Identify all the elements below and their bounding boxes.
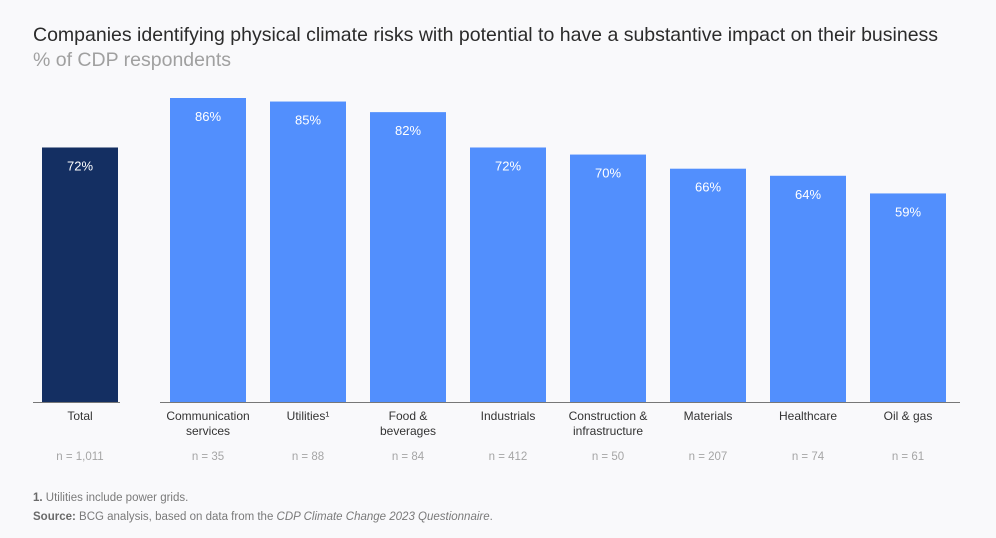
source-italic: CDP Climate Change 2023 Questionnaire bbox=[276, 511, 490, 523]
x-tick-label: services bbox=[186, 424, 230, 438]
bar-value-label: 86% bbox=[195, 109, 221, 124]
footnote-text: Utilities include power grids. bbox=[42, 492, 189, 504]
chart-subtitle: % of CDP respondents bbox=[33, 49, 231, 71]
source-text: BCG analysis, based on data from the bbox=[75, 511, 277, 523]
bar-value-label: 72% bbox=[67, 158, 93, 173]
sample-size-label: n = 50 bbox=[592, 451, 624, 463]
x-tick-label: Oil & gas bbox=[884, 409, 933, 423]
bar bbox=[570, 154, 646, 402]
bar bbox=[270, 101, 346, 402]
sample-size-label: n = 74 bbox=[792, 451, 825, 463]
sample-size-label: n = 412 bbox=[489, 451, 528, 463]
sample-size-label: n = 84 bbox=[392, 451, 425, 463]
footnote-marker: 1. bbox=[33, 492, 43, 504]
chart-title: Companies identifying physical climate r… bbox=[33, 24, 939, 46]
bar-value-label: 66% bbox=[695, 180, 721, 195]
sample-size-label: n = 61 bbox=[892, 451, 924, 463]
bar-value-label: 82% bbox=[395, 123, 421, 138]
sample-size-label: n = 88 bbox=[292, 451, 324, 463]
x-tick-label: Industrials bbox=[481, 409, 536, 423]
x-tick-label: Food & bbox=[389, 409, 428, 423]
source-label: Source: bbox=[33, 511, 76, 523]
x-tick-label: Healthcare bbox=[779, 409, 837, 423]
bar bbox=[670, 168, 746, 402]
bar-value-label: 64% bbox=[795, 187, 821, 202]
bar-value-label: 72% bbox=[495, 158, 521, 173]
x-tick-label: infrastructure bbox=[573, 424, 643, 438]
x-tick-label: beverages bbox=[380, 424, 436, 438]
x-tick-label: Materials bbox=[684, 409, 733, 423]
source-note: Source: BCG analysis, based on data from… bbox=[33, 511, 493, 523]
bar bbox=[870, 193, 946, 402]
sample-size-label: n = 35 bbox=[192, 451, 224, 463]
bar bbox=[470, 147, 546, 402]
bar bbox=[370, 112, 446, 403]
bar bbox=[42, 147, 118, 402]
sample-size-label: n = 1,011 bbox=[56, 451, 103, 463]
x-tick-label: Communication bbox=[166, 409, 249, 423]
bar bbox=[170, 98, 246, 402]
bar bbox=[770, 175, 846, 402]
source-end: . bbox=[489, 511, 493, 523]
x-tick-label: Utilities¹ bbox=[287, 409, 330, 423]
bar-value-label: 85% bbox=[295, 113, 321, 128]
sample-size-label: n = 207 bbox=[689, 451, 728, 463]
bar-value-label: 70% bbox=[595, 166, 621, 181]
x-tick-label: Total bbox=[67, 409, 92, 423]
x-tick-label: Construction & bbox=[569, 409, 648, 423]
footnote: 1. Utilities include power grids. bbox=[33, 492, 188, 504]
bar-value-label: 59% bbox=[895, 204, 921, 219]
